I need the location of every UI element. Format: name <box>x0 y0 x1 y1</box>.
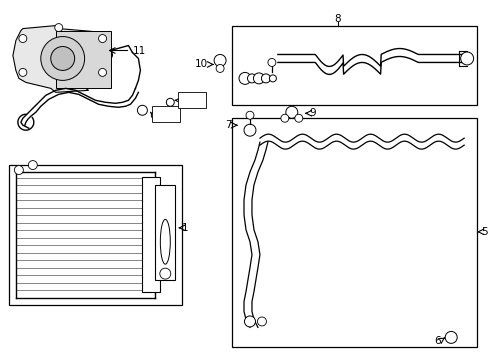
Circle shape <box>214 54 226 67</box>
Circle shape <box>270 75 276 82</box>
Circle shape <box>247 74 256 83</box>
Text: 8: 8 <box>334 14 341 24</box>
Circle shape <box>286 106 298 118</box>
Circle shape <box>257 317 267 326</box>
Circle shape <box>98 35 106 42</box>
Circle shape <box>461 52 474 65</box>
Circle shape <box>28 161 37 170</box>
Text: 11: 11 <box>132 45 146 55</box>
Circle shape <box>19 35 27 42</box>
Text: 2: 2 <box>168 193 175 203</box>
Polygon shape <box>13 26 113 92</box>
Circle shape <box>160 268 171 279</box>
Circle shape <box>151 111 159 119</box>
Circle shape <box>41 37 85 80</box>
Text: 5: 5 <box>481 227 488 237</box>
Ellipse shape <box>160 219 171 264</box>
Text: 10: 10 <box>195 59 208 69</box>
Text: 1: 1 <box>182 223 189 233</box>
Bar <box>232 26 477 105</box>
Bar <box>56 31 111 88</box>
Bar <box>178 92 206 108</box>
Circle shape <box>244 124 256 136</box>
Bar <box>9 165 182 305</box>
Text: 7: 7 <box>225 120 232 130</box>
Text: 3: 3 <box>163 109 170 119</box>
Bar <box>143 177 160 292</box>
Bar <box>232 118 477 347</box>
Circle shape <box>55 24 63 32</box>
Circle shape <box>245 316 255 327</box>
Circle shape <box>295 114 303 122</box>
Circle shape <box>268 58 276 67</box>
Text: 9: 9 <box>310 108 317 118</box>
Circle shape <box>14 166 24 175</box>
Bar <box>155 185 175 280</box>
Bar <box>152 106 180 122</box>
Circle shape <box>253 73 265 84</box>
Text: 6: 6 <box>435 336 441 346</box>
Circle shape <box>98 68 106 76</box>
Circle shape <box>262 74 270 83</box>
Circle shape <box>445 332 457 343</box>
Circle shape <box>166 98 174 106</box>
Circle shape <box>239 72 251 84</box>
Circle shape <box>246 111 254 119</box>
Text: 4: 4 <box>189 95 196 105</box>
Circle shape <box>216 64 224 72</box>
Circle shape <box>137 105 147 115</box>
Circle shape <box>19 68 27 76</box>
Circle shape <box>51 46 74 71</box>
Circle shape <box>281 114 289 122</box>
